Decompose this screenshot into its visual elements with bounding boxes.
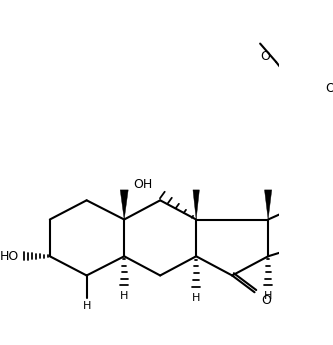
- Text: HO: HO: [0, 250, 19, 263]
- Polygon shape: [120, 190, 128, 219]
- Polygon shape: [286, 118, 317, 128]
- Text: H: H: [192, 293, 200, 303]
- Text: O: O: [260, 50, 270, 63]
- Polygon shape: [264, 190, 272, 219]
- Text: H: H: [83, 301, 91, 311]
- Text: H: H: [120, 291, 129, 301]
- Text: O: O: [262, 294, 272, 307]
- Text: O: O: [326, 82, 333, 95]
- Polygon shape: [193, 190, 199, 219]
- Polygon shape: [298, 197, 327, 206]
- Text: OH: OH: [133, 178, 152, 191]
- Polygon shape: [302, 237, 321, 246]
- Text: H: H: [264, 291, 272, 301]
